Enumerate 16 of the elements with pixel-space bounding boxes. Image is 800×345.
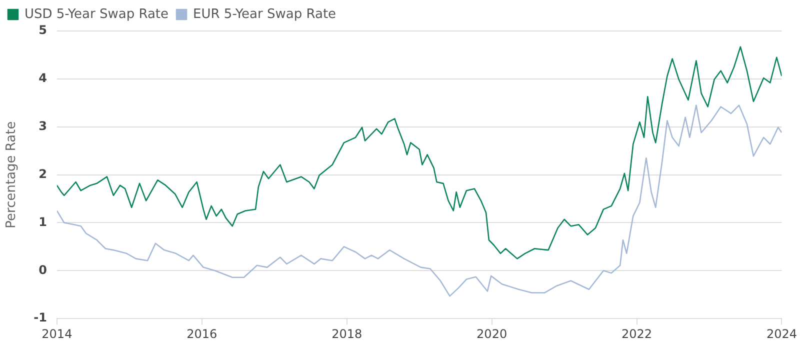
y-tick-label: -1 (34, 310, 47, 325)
x-tick-label: 2018 (332, 326, 362, 341)
x-tick-label: 2016 (186, 326, 218, 341)
y-tick-label: 1 (38, 214, 47, 229)
y-tick-label: 4 (38, 71, 47, 86)
legend-label: USD 5-Year Swap Rate (24, 6, 169, 22)
legend-label: EUR 5-Year Swap Rate (193, 6, 336, 22)
x-tick-label: 2014 (42, 326, 72, 341)
y-tick-label: 0 (38, 262, 47, 277)
y-tick-label: 3 (38, 118, 47, 133)
x-tick-label: 2024 (766, 326, 798, 341)
y-tick-label: 2 (38, 166, 47, 181)
y-tick-label: 5 (38, 23, 47, 38)
x-tick-label: 2022 (621, 326, 652, 341)
x-tick-label: 2020 (476, 326, 508, 341)
y-axis-title: Percentage Rate (4, 121, 20, 228)
